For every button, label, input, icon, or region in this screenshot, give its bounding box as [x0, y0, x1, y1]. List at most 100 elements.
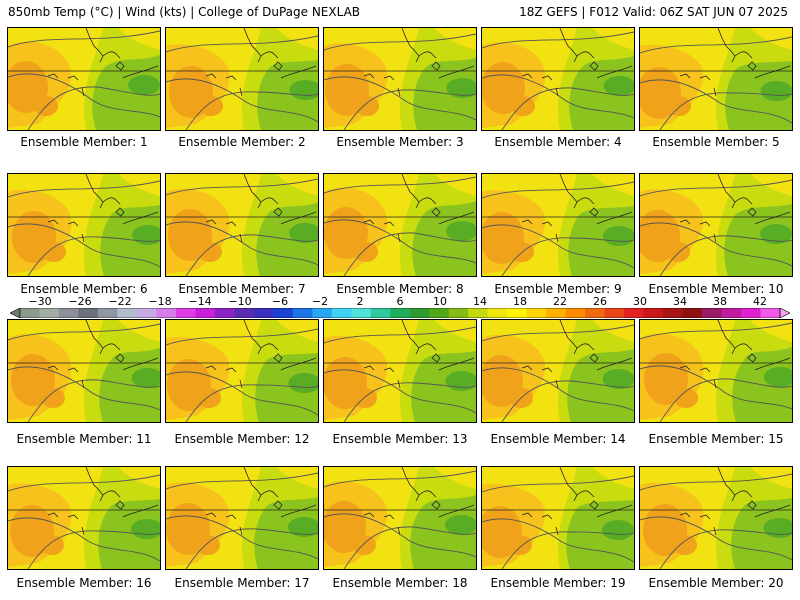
ensemble-member-label: Ensemble Member: 9	[494, 282, 622, 296]
ensemble-member-map	[481, 27, 635, 131]
temperature-field	[166, 174, 318, 276]
colorbar-ticks: −30 −26 −22 −18 −14 −10 −6 −2 2 6 10 14 18 22 26 30 34 38…	[0, 295, 800, 309]
colorbar-segment	[39, 308, 60, 318]
ensemble-member-map	[639, 466, 793, 570]
colorbar-tick-label: 30	[633, 295, 647, 308]
colorbar-segment	[195, 308, 216, 318]
colorbar-segment	[20, 308, 40, 318]
colorbar-segment	[253, 308, 274, 318]
ensemble-member-label: Ensemble Member: 12	[174, 432, 310, 446]
colorbar-tick-label: 6	[396, 295, 404, 308]
colorbar-tick-label: −22	[108, 295, 132, 308]
colorbar-segment	[117, 308, 138, 318]
ensemble-member-map	[7, 27, 161, 131]
colorbar-tick-label: 18	[513, 295, 527, 308]
colorbar-tick-label: 14	[473, 295, 487, 308]
colorbar-segment	[682, 308, 703, 318]
colorbar-tick-label: 2	[356, 295, 364, 308]
colorbar-segment	[643, 308, 664, 318]
ensemble-member-map	[481, 466, 635, 570]
colorbar-segment	[760, 308, 781, 318]
ensemble-member-label: Ensemble Member: 7	[178, 282, 306, 296]
ensemble-member-map	[165, 319, 319, 423]
ensemble-member-map	[165, 466, 319, 570]
colorbar-segment	[312, 308, 333, 318]
temperature-field	[166, 320, 318, 422]
ensemble-member-label: Ensemble Member: 3	[336, 135, 464, 149]
colorbar-segment	[214, 308, 235, 318]
temperature-field	[324, 467, 476, 569]
colorbar-segment	[565, 308, 586, 318]
ensemble-member-label: Ensemble Member: 4	[494, 135, 622, 149]
colorbar-segment	[351, 308, 372, 318]
colorbar-segment	[702, 308, 722, 318]
colorbar-tick-label: 34	[673, 295, 687, 308]
temperature-colorbar	[10, 308, 790, 318]
map-title: 850mb Temp (°C) | Wind (kts) | College o…	[8, 5, 361, 19]
colorbar-tick-label: −2	[311, 295, 329, 308]
colorbar-tick-label: −18	[148, 295, 172, 308]
temperature-field	[640, 28, 792, 130]
colorbar-tick-label: 26	[593, 295, 607, 308]
ensemble-member-map	[639, 27, 793, 131]
colorbar-tick-label: 38	[713, 295, 727, 308]
colorbar-tick-label: −10	[228, 295, 252, 308]
temperature-field	[166, 28, 318, 130]
colorbar-segment	[741, 308, 761, 318]
temperature-field	[324, 320, 476, 422]
temperature-field	[8, 467, 160, 569]
colorbar-segment	[58, 308, 79, 318]
colorbar-segment	[721, 308, 742, 318]
ensemble-member-label: Ensemble Member: 18	[332, 576, 468, 590]
colorbar-high-extend	[779, 308, 790, 318]
temperature-field	[640, 467, 792, 569]
colorbar-segment	[585, 308, 606, 318]
ensemble-member-label: Ensemble Member: 14	[490, 432, 626, 446]
temperature-field	[640, 174, 792, 276]
colorbar-segment	[663, 308, 683, 318]
ensemble-member-label: Ensemble Member: 11	[16, 432, 152, 446]
temperature-field	[8, 28, 160, 130]
ensemble-member-map	[481, 173, 635, 277]
colorbar-segment	[273, 308, 294, 318]
valid-time-label: 18Z GEFS | F012 Valid: 06Z SAT JUN 07 20…	[519, 5, 788, 19]
temperature-field	[8, 320, 160, 422]
colorbar-segment	[136, 308, 157, 318]
ensemble-member-label: Ensemble Member: 1	[20, 135, 148, 149]
temperature-field	[640, 320, 792, 422]
ensemble-member-label: Ensemble Member: 16	[16, 576, 152, 590]
colorbar-tick-label: −26	[68, 295, 92, 308]
temperature-field	[324, 174, 476, 276]
ensemble-member-label: Ensemble Member: 8	[336, 282, 464, 296]
colorbar-segment	[487, 308, 508, 318]
ensemble-member-map	[165, 173, 319, 277]
ensemble-member-map	[323, 173, 477, 277]
colorbar-segment	[507, 308, 528, 318]
temperature-field	[8, 174, 160, 276]
colorbar-segment	[331, 308, 352, 318]
colorbar-segment	[429, 308, 450, 318]
colorbar-tick-label: 22	[553, 295, 567, 308]
ensemble-member-label: Ensemble Member: 19	[490, 576, 626, 590]
ensemble-member-map	[7, 173, 161, 277]
ensemble-member-label: Ensemble Member: 10	[648, 282, 784, 296]
colorbar-segment	[292, 308, 313, 318]
ensemble-member-map	[7, 466, 161, 570]
colorbar-segment	[234, 308, 255, 318]
ensemble-member-label: Ensemble Member: 6	[20, 282, 148, 296]
colorbar-segment	[546, 308, 567, 318]
ensemble-member-map	[323, 466, 477, 570]
ensemble-member-map	[165, 27, 319, 131]
colorbar-tick-label: −14	[188, 295, 212, 308]
colorbar-tick-label: −6	[271, 295, 289, 308]
colorbar-tick-label: 42	[753, 295, 767, 308]
ensemble-member-label: Ensemble Member: 17	[174, 576, 310, 590]
colorbar-segment	[175, 308, 196, 318]
colorbar-segment	[468, 308, 489, 318]
colorbar-segment	[156, 308, 177, 318]
colorbar-segment	[624, 308, 644, 318]
ensemble-member-map	[639, 173, 793, 277]
colorbar-segment	[78, 308, 99, 318]
ensemble-member-label: Ensemble Member: 20	[648, 576, 784, 590]
colorbar-segment	[526, 308, 547, 318]
